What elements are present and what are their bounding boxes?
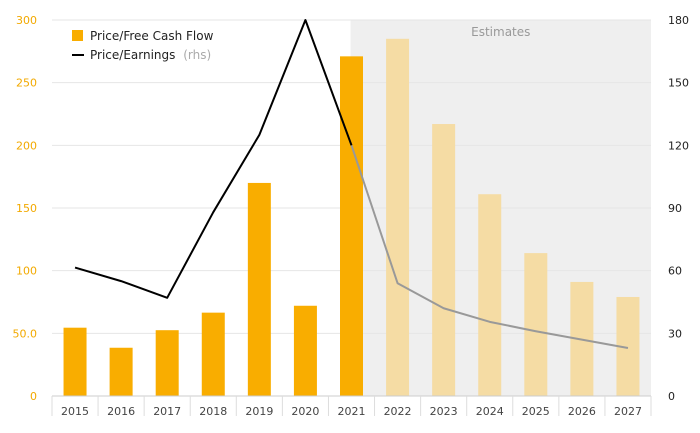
estimates-label: Estimates	[471, 25, 530, 39]
x-tick-label: 2021	[338, 405, 366, 418]
x-tick-label: 2027	[614, 405, 642, 418]
bar	[616, 296, 640, 396]
y-left-tick-label: 100	[16, 265, 37, 278]
y-left-tick-label: 150	[16, 202, 37, 215]
x-tick-label: 2017	[153, 405, 181, 418]
line-series-price-earnings	[74, 19, 629, 349]
y-left-tick-label: 250	[16, 77, 37, 90]
legend-label-price-fcf: Price/Free Cash Flow	[90, 29, 214, 43]
legend-label-price-earnings-name: Price/Earnings	[90, 48, 175, 62]
bar	[478, 194, 502, 396]
bar	[386, 38, 410, 397]
x-tick-label: 2026	[568, 405, 596, 418]
x-tick-label: 2018	[199, 405, 227, 418]
line-segment-historical	[74, 19, 353, 299]
x-tick-label: 2020	[291, 405, 319, 418]
y-right-tick-label: 150	[668, 77, 689, 90]
bar	[155, 330, 179, 396]
x-tick-label: 2019	[245, 405, 273, 418]
x-tick-label: 2025	[522, 405, 550, 418]
bar	[340, 56, 363, 396]
y-right-tick-label: 30	[668, 327, 682, 340]
x-tick-label: 2015	[61, 405, 89, 418]
y-left-tick-label: 50.0	[13, 327, 38, 340]
legend-label-price-earnings: Price/Earnings (rhs)	[90, 48, 211, 62]
bar	[247, 182, 271, 396]
bar	[524, 253, 548, 396]
x-tick-label: 2024	[476, 405, 504, 418]
line-segment-estimates	[350, 145, 629, 349]
bar-series-price-fcf	[63, 38, 640, 397]
legend-label-rhs: (rhs)	[183, 48, 211, 62]
bar	[109, 347, 133, 396]
x-tick-label: 2022	[384, 405, 412, 418]
axes: 0 50.0 100 150 200 250 300 0 30 60 90 120 150 180 2015…	[13, 14, 690, 418]
legend-swatch-bar	[72, 30, 83, 41]
y-right-tick-label: 120	[668, 139, 689, 152]
bar	[293, 305, 317, 396]
y-left-tick-label: 300	[16, 14, 37, 27]
bar	[432, 124, 456, 396]
y-right-tick-label: 60	[668, 265, 682, 278]
x-tick-label: 2016	[107, 405, 135, 418]
y-right-tick-label: 180	[668, 14, 689, 27]
bar	[201, 312, 225, 396]
y-right-tick-label: 0	[668, 390, 675, 403]
y-right-tick-label: 90	[668, 202, 682, 215]
y-left-tick-label: 0	[30, 390, 37, 403]
bar	[63, 327, 87, 396]
y-left-tick-label: 200	[16, 139, 37, 152]
legend: Price/Free Cash Flow Price/Earnings (rhs…	[72, 29, 214, 62]
x-tick-label: 2023	[430, 405, 458, 418]
